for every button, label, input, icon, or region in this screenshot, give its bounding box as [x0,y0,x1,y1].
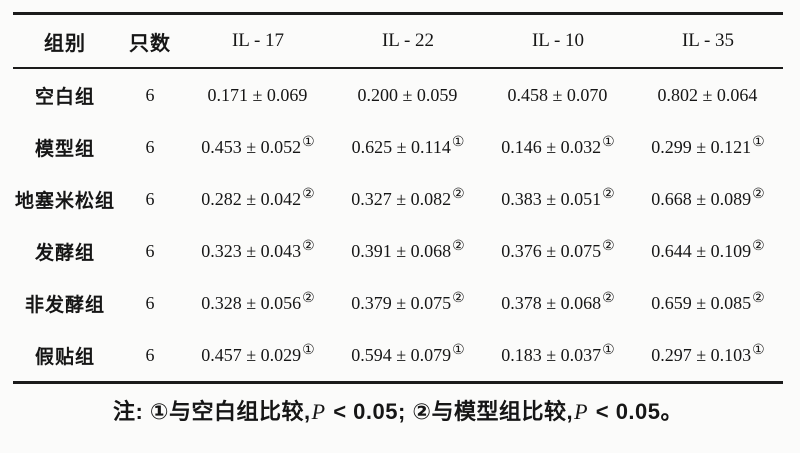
il17-value: 0.453 ± 0.052① [201,134,315,157]
il10-value: 0.383 ± 0.051② [501,186,615,209]
il22-value: 0.625 ± 0.114① [351,134,465,157]
significance-marker: ① [602,134,615,150]
il17-value: 0.457 ± 0.029① [201,342,315,365]
table-footnote: 注: ①与空白组比较,P < 0.05; ②与模型组比较,P < 0.05。 [13,394,783,426]
significance-marker: ② [602,186,615,202]
il17-value: 0.171 ± 0.069 [207,84,308,105]
table-row-fermented: 发酵组 6 0.323 ± 0.043② 0.391 ± 0.068② 0.37… [13,225,783,277]
footnote-p-italic: P [311,399,326,424]
significance-marker: ② [752,186,765,202]
col-header-il22: IL - 22 [333,13,483,69]
significance-marker: ② [452,290,465,306]
group-label: 空白组 [34,86,95,108]
significance-marker: ② [452,186,465,202]
significance-marker: ② [752,290,765,306]
il35-value: 0.644 ± 0.109② [651,238,765,261]
il22-value: 0.391 ± 0.068② [351,238,465,261]
footnote-text: < 0.05; ②与模型组比较, [326,399,574,424]
il10-value: 0.146 ± 0.032① [501,134,615,157]
count-value: 6 [145,188,155,209]
group-label: 假贴组 [34,346,95,368]
il10-value: 0.378 ± 0.068② [501,290,615,313]
significance-marker: ② [602,238,615,254]
significance-marker: ① [752,342,765,358]
count-value: 6 [145,136,155,157]
significance-marker: ① [752,134,765,150]
group-label: 地塞米松组 [14,190,115,212]
table-row-blank: 空白组 6 0.171 ± 0.069 0.200 ± 0.059 0.458 … [13,68,783,121]
group-label: 非发酵组 [24,294,105,316]
col-header-il35: IL - 35 [633,13,783,69]
il10-value: 0.376 ± 0.075② [501,238,615,261]
col-header-il10: IL - 10 [483,13,633,69]
count-value: 6 [145,344,155,365]
il35-value: 0.668 ± 0.089② [651,186,765,209]
il10-value: 0.458 ± 0.070 [507,84,608,105]
group-label: 发酵组 [34,242,95,264]
il22-value: 0.594 ± 0.079① [351,342,465,365]
il35-value: 0.299 ± 0.121① [651,134,765,157]
il22-value: 0.200 ± 0.059 [357,84,458,105]
significance-marker: ① [302,342,315,358]
footnote-text: < 0.05。 [589,399,684,424]
il17-value: 0.328 ± 0.056② [201,290,315,313]
significance-marker: ① [302,134,315,150]
il22-value: 0.379 ± 0.075② [351,290,465,313]
il35-value: 0.659 ± 0.085② [651,290,765,313]
significance-marker: ① [452,342,465,358]
significance-marker: ② [302,238,315,254]
footnote-p-italic: P [574,399,589,424]
il35-value: 0.297 ± 0.103① [651,342,765,365]
significance-marker: ② [302,186,315,202]
table-row-nonfermented: 非发酵组 6 0.328 ± 0.056② 0.379 ± 0.075② 0.3… [13,277,783,329]
footnote-text: 注: ①与空白组比较, [112,399,311,424]
count-value: 6 [145,84,155,105]
results-table: 组别 只数 IL - 17 IL - 22 IL - 10 IL - 35 空白… [13,12,783,384]
col-header-il17: IL - 17 [183,13,333,69]
significance-marker: ② [602,290,615,306]
header-row: 组别 只数 IL - 17 IL - 22 IL - 10 IL - 35 [13,13,783,69]
il17-value: 0.282 ± 0.042② [201,186,315,209]
significance-marker: ② [452,238,465,254]
il10-value: 0.183 ± 0.037① [501,342,615,365]
group-label: 模型组 [34,138,95,160]
il17-value: 0.323 ± 0.043② [201,238,315,261]
significance-marker: ① [451,134,465,150]
significance-marker: ② [302,290,315,306]
table-row-sham: 假贴组 6 0.457 ± 0.029① 0.594 ± 0.079① 0.18… [13,329,783,383]
table-row-model: 模型组 6 0.453 ± 0.052① 0.625 ± 0.114① 0.14… [13,121,783,173]
table-row-dexamethasone: 地塞米松组 6 0.282 ± 0.042② 0.327 ± 0.082② 0.… [13,173,783,225]
significance-marker: ② [752,238,765,254]
count-value: 6 [145,240,155,261]
il35-value: 0.802 ± 0.064 [657,84,758,105]
significance-marker: ① [602,342,615,358]
col-header-group: 组别 [13,13,117,69]
col-header-count: 只数 [117,13,183,69]
count-value: 6 [145,292,155,313]
il22-value: 0.327 ± 0.082② [351,186,465,209]
